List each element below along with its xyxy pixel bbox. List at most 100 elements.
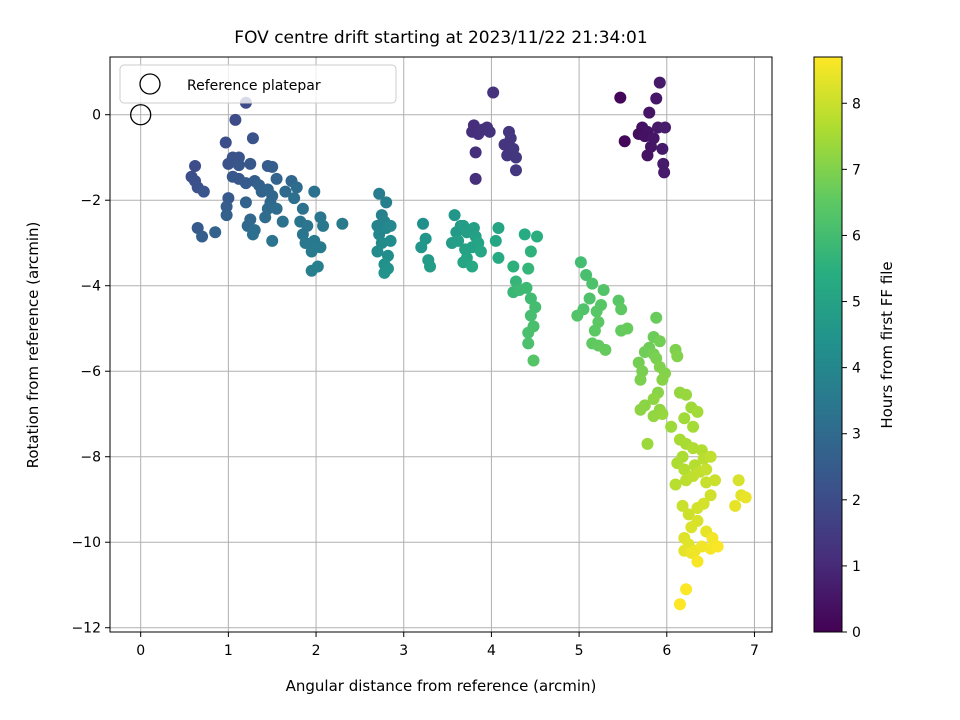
data-point	[709, 474, 722, 487]
data-point	[599, 343, 612, 356]
data-point	[729, 499, 742, 512]
y-axis-ticks: −12 −10 −8 −6 −4 −2 0	[71, 108, 110, 637]
data-point	[678, 412, 691, 425]
data-point	[308, 185, 321, 198]
data-point	[643, 106, 656, 119]
colorbar-gradient	[814, 57, 842, 632]
y-axis-label: Rotation from reference (arcmin)	[24, 222, 42, 469]
data-point	[417, 217, 430, 230]
data-point	[276, 215, 289, 228]
colorbar-tick-label: 5	[852, 295, 861, 311]
y-tick-label: −4	[80, 279, 101, 295]
colorbar-tick-label: 4	[852, 361, 861, 377]
data-points	[185, 76, 752, 611]
data-point	[531, 230, 544, 243]
data-point	[711, 540, 724, 553]
data-point	[378, 266, 391, 279]
data-point	[634, 403, 647, 416]
x-tick-label: 2	[312, 643, 321, 659]
data-point	[671, 350, 684, 363]
grid	[110, 57, 772, 632]
data-point	[656, 407, 669, 420]
data-point	[507, 260, 520, 273]
data-point	[676, 499, 689, 512]
x-tick-label: 4	[487, 643, 496, 659]
reference-platepar-marker	[130, 104, 152, 126]
data-point	[574, 256, 587, 269]
legend-entry-reference: Reference platepar	[187, 78, 321, 94]
data-point	[266, 234, 279, 247]
data-point	[653, 335, 666, 348]
data-point	[650, 92, 663, 105]
data-point	[336, 217, 349, 230]
data-point	[197, 185, 210, 198]
data-point	[580, 269, 593, 282]
data-point	[518, 228, 531, 241]
data-point	[483, 125, 496, 138]
colorbar-tick-label: 0	[852, 625, 861, 641]
y-tick-label: 0	[92, 108, 101, 124]
data-point	[680, 388, 693, 401]
data-point	[634, 373, 647, 386]
x-tick-label: 1	[224, 643, 233, 659]
data-point	[524, 245, 537, 258]
data-point	[687, 420, 700, 433]
data-point	[659, 121, 672, 134]
data-point	[239, 196, 252, 209]
y-tick-label: −8	[80, 450, 101, 466]
data-point	[492, 251, 505, 264]
data-point	[614, 91, 627, 104]
data-point	[384, 234, 397, 247]
data-point	[641, 149, 654, 162]
data-point	[583, 292, 596, 305]
colorbar-label: Hours from first FF file	[878, 261, 896, 428]
data-point	[647, 393, 660, 406]
data-point	[270, 202, 283, 215]
x-axis-ticks: 0 1 2 3 4 5 6 7	[136, 632, 759, 659]
data-point	[452, 234, 465, 247]
data-point	[590, 305, 603, 318]
data-point	[424, 260, 437, 273]
data-point	[571, 309, 584, 322]
data-point	[244, 157, 257, 170]
x-axis-label: Angular distance from reference (arcmin)	[286, 677, 597, 695]
data-point	[522, 262, 535, 275]
y-tick-label: −12	[71, 621, 101, 637]
data-point	[739, 491, 752, 504]
data-point	[678, 463, 691, 476]
data-point	[232, 159, 245, 172]
colorbar-ticks: 0 1 2 3 4 5 6 7 8	[842, 96, 861, 641]
data-point	[380, 196, 393, 209]
data-point	[317, 219, 330, 232]
data-point	[658, 166, 671, 179]
colorbar-tick-label: 1	[852, 559, 861, 575]
data-point	[290, 181, 303, 194]
x-tick-label: 7	[750, 643, 759, 659]
data-point	[196, 230, 209, 243]
data-point	[246, 132, 259, 145]
legend-box	[119, 64, 397, 104]
data-point	[588, 324, 601, 337]
colorbar-tick-label: 3	[852, 427, 861, 443]
data-point	[615, 303, 628, 316]
data-point	[296, 202, 309, 215]
colorbar-tick-label: 7	[852, 162, 861, 178]
data-point	[373, 187, 386, 200]
y-tick-label: −10	[71, 535, 101, 551]
colorbar-tick-label: 6	[852, 228, 861, 244]
data-point	[691, 405, 704, 418]
data-point	[219, 136, 232, 149]
colorbar: 0 1 2 3 4 5 6 7 8 Hours from first FF file	[813, 56, 896, 641]
data-point	[469, 172, 482, 185]
data-point	[509, 164, 522, 177]
data-point	[697, 497, 710, 510]
data-point	[669, 478, 682, 491]
data-point	[509, 151, 522, 164]
x-tick-label: 3	[399, 643, 408, 659]
data-point	[700, 463, 713, 476]
data-point	[653, 76, 666, 89]
data-point	[311, 260, 324, 273]
data-point	[732, 474, 745, 487]
data-point	[492, 222, 505, 235]
